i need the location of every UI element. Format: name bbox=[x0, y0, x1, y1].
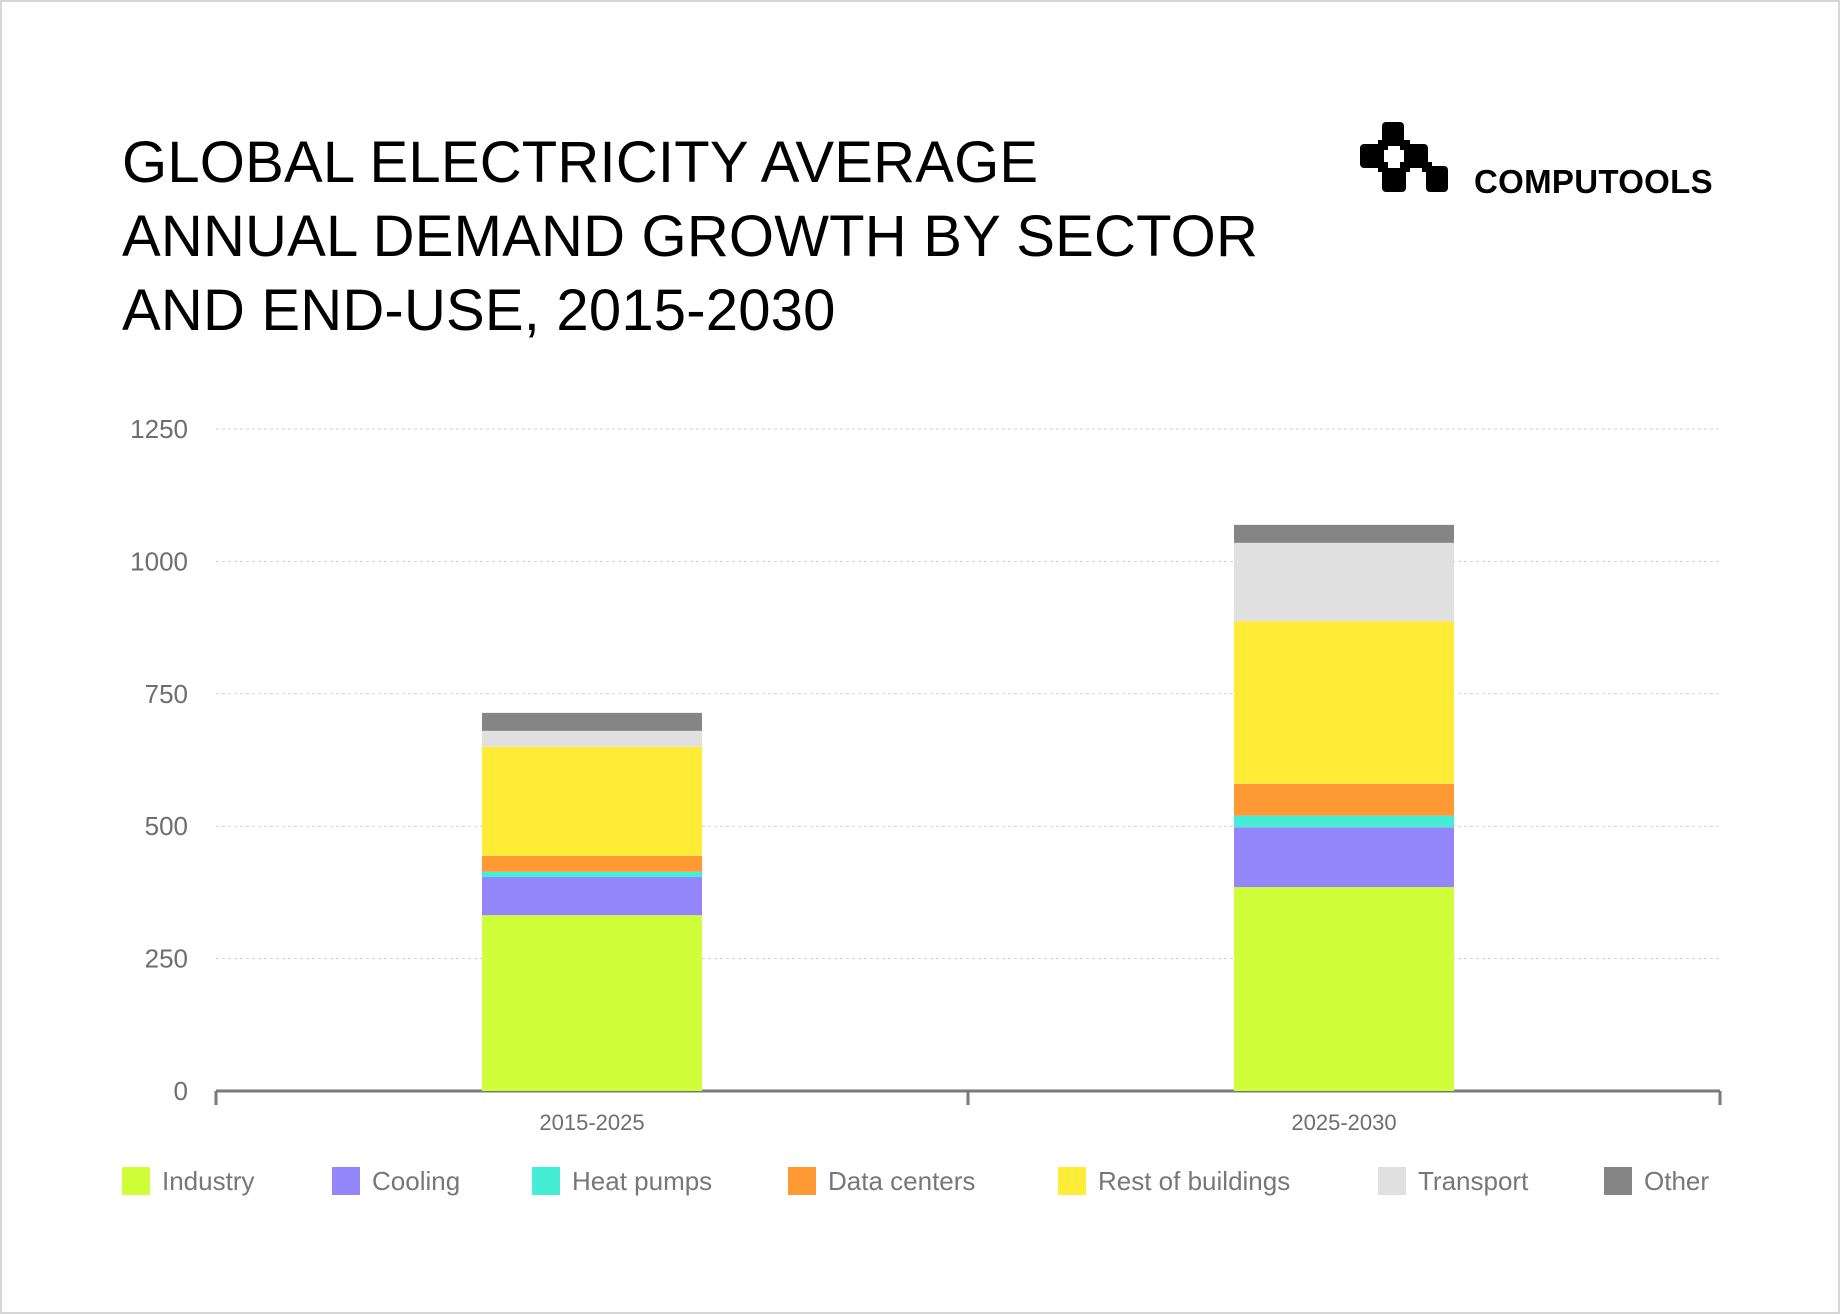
y-tick-label: 0 bbox=[174, 1076, 188, 1106]
legend-item: Data centers bbox=[788, 1162, 975, 1200]
legend-item: Heat pumps bbox=[532, 1162, 712, 1200]
legend-swatch bbox=[532, 1167, 560, 1195]
bar-segment bbox=[1234, 815, 1454, 828]
legend-swatch bbox=[122, 1167, 150, 1195]
bar-segment bbox=[482, 730, 702, 747]
stacked-bar-chart: 0 250 500 750 1000 1250 2015-2025 2025-2030 bbox=[130, 414, 1722, 1135]
legend-swatch bbox=[1378, 1167, 1406, 1195]
legend-label: Industry bbox=[162, 1165, 255, 1196]
legend-swatch bbox=[1058, 1167, 1086, 1195]
y-tick-label: 750 bbox=[145, 679, 188, 709]
bar-segment bbox=[1234, 524, 1454, 543]
legend-label: Rest of buildings bbox=[1098, 1165, 1291, 1196]
bar-segment bbox=[1234, 887, 1454, 1091]
bar-segment bbox=[482, 871, 702, 878]
x-tick-label: 2025-2030 bbox=[1291, 1110, 1396, 1135]
bar-segment bbox=[1234, 827, 1454, 888]
bar-segment bbox=[482, 746, 702, 856]
legend-label: Heat pumps bbox=[572, 1165, 713, 1196]
y-tick-label: 250 bbox=[145, 944, 188, 974]
legend-item: Rest of buildings bbox=[1058, 1162, 1290, 1200]
brand-logo: COMPUTOOLS bbox=[1358, 120, 1728, 200]
bar-segment bbox=[482, 915, 702, 1091]
legend-item: Cooling bbox=[332, 1162, 460, 1200]
bar-segment bbox=[482, 712, 702, 731]
legend-label: Cooling bbox=[372, 1165, 461, 1196]
chart-title: GLOBAL ELECTRICITY AVERAGE ANNUAL DEMAND… bbox=[122, 126, 1342, 348]
y-tick-label: 1250 bbox=[130, 414, 188, 444]
legend-label: Data centers bbox=[828, 1165, 976, 1196]
computools-logo-icon bbox=[1360, 122, 1448, 192]
legend-item: Industry bbox=[122, 1162, 255, 1200]
bar-segment bbox=[482, 855, 702, 872]
chart-legend: Industry Cooling Heat pumps Data centers Res… bbox=[122, 1162, 1722, 1200]
legend-item: Transport bbox=[1378, 1162, 1528, 1200]
bar-segment bbox=[1234, 783, 1454, 816]
legend-swatch bbox=[1604, 1167, 1632, 1195]
y-tick-label: 1000 bbox=[130, 546, 188, 576]
y-tick-label: 500 bbox=[145, 811, 188, 841]
chart-title-line: ANNUAL DEMAND GROWTH BY SECTOR bbox=[122, 204, 1259, 269]
legend-swatch bbox=[332, 1167, 360, 1195]
x-tick-label: 2015-2025 bbox=[539, 1110, 644, 1135]
legend-label: Other bbox=[1644, 1165, 1710, 1196]
bar-segment bbox=[1234, 542, 1454, 622]
chart-title-line: AND END-USE, 2015-2030 bbox=[122, 278, 836, 343]
legend-swatch bbox=[788, 1167, 816, 1195]
chart-title-line: GLOBAL ELECTRICITY AVERAGE bbox=[122, 130, 1039, 195]
bar-segment bbox=[1234, 621, 1454, 784]
legend-label: Transport bbox=[1418, 1165, 1529, 1196]
legend-item: Other bbox=[1604, 1162, 1709, 1200]
brand-name: COMPUTOOLS bbox=[1474, 163, 1713, 200]
bar-segment bbox=[482, 877, 702, 916]
